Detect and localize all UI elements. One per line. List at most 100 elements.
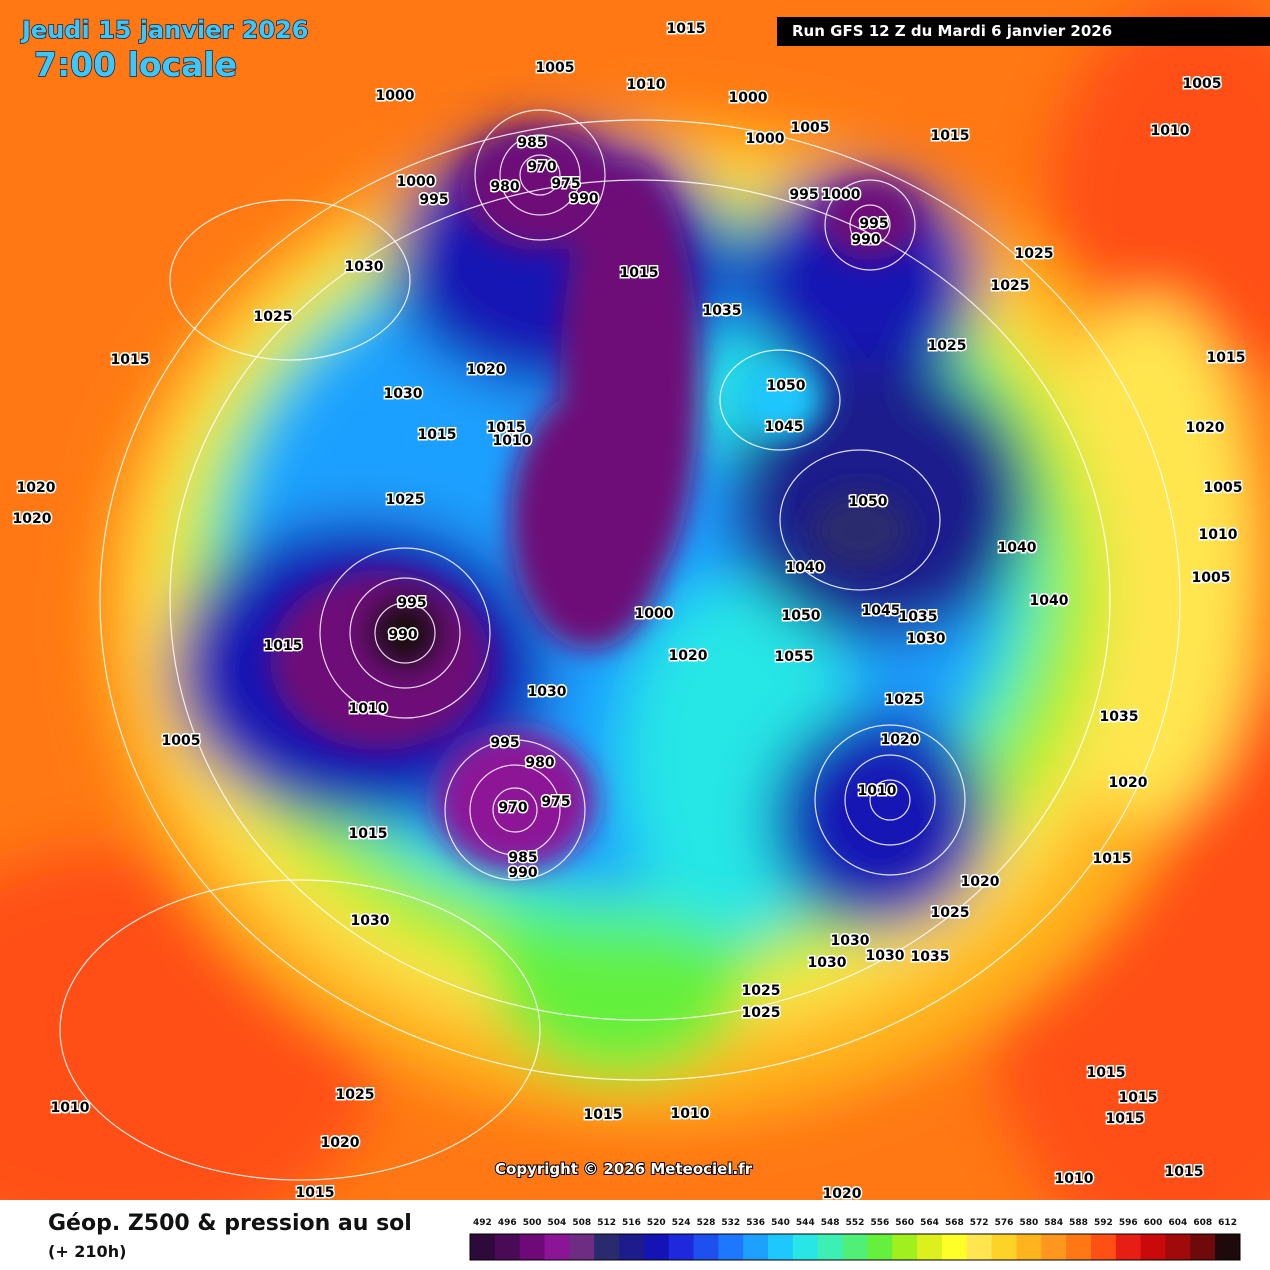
pressure-label: 1005 <box>791 120 830 136</box>
color-swatch <box>892 1234 918 1260</box>
pressure-label: 1025 <box>386 492 425 508</box>
pressure-label: 1010 <box>1151 123 1190 139</box>
copyright: Copyright © 2026 Meteociel.fr <box>495 1160 753 1178</box>
colorbar-frame <box>469 1233 1241 1261</box>
color-swatch <box>1016 1234 1042 1260</box>
color-swatch <box>668 1234 695 1260</box>
pressure-label: 1010 <box>627 77 666 93</box>
pressure-label: 975 <box>541 794 570 810</box>
pressure-label: 1020 <box>467 362 506 378</box>
pressure-label: 1030 <box>345 259 384 275</box>
pressure-label: 1015 <box>1165 1164 1204 1180</box>
pressure-label: 1015 <box>1119 1090 1158 1106</box>
pressure-label: 1015 <box>1207 350 1246 366</box>
color-swatch <box>1140 1234 1166 1260</box>
pressure-label: 1045 <box>862 603 901 619</box>
pressure-label: 1050 <box>782 608 821 624</box>
pressure-label: 985 <box>508 850 537 866</box>
colorbar-tick-label: 520 <box>647 1218 666 1228</box>
pressure-label: 1030 <box>528 684 567 700</box>
pressure-label: 970 <box>498 800 527 816</box>
colorbar-tick-label: 496 <box>498 1218 517 1228</box>
pressure-label: 980 <box>490 179 519 195</box>
pressure-label: 1020 <box>13 511 52 527</box>
colorbar-tick-label: 536 <box>746 1218 765 1228</box>
color-swatch <box>544 1234 570 1260</box>
colorbar-tick-label: 552 <box>846 1218 865 1228</box>
pressure-label: 1015 <box>296 1185 335 1201</box>
pressure-label: 1040 <box>1030 593 1069 609</box>
pressure-label: 1025 <box>928 338 967 354</box>
colorbar-tick-label: 512 <box>597 1218 616 1228</box>
color-swatch <box>643 1234 670 1260</box>
pressure-label: 1015 <box>349 826 388 842</box>
pressure-label: 995 <box>490 735 519 751</box>
color-swatch <box>867 1234 893 1260</box>
pressure-label: 1040 <box>786 560 825 576</box>
color-swatch <box>842 1234 868 1260</box>
color-swatch <box>941 1234 968 1260</box>
color-swatch <box>1215 1234 1241 1260</box>
pressure-label: 1015 <box>264 638 303 654</box>
color-swatch <box>817 1234 844 1260</box>
pressure-label: 1020 <box>961 874 1000 890</box>
color-swatch <box>743 1234 769 1260</box>
pressure-label: 995 <box>859 216 888 232</box>
pressure-label: 1025 <box>885 692 924 708</box>
color-swatch <box>693 1234 719 1260</box>
colorbar-tick-label: 564 <box>920 1218 939 1228</box>
legend-title: Géop. Z500 & pression au sol <box>48 1211 412 1236</box>
pressure-label: 1030 <box>831 933 870 949</box>
pressure-label: 1020 <box>17 480 56 496</box>
pressure-label: 1035 <box>899 609 938 625</box>
colorbar-tick-label: 492 <box>473 1218 492 1228</box>
pressure-label: 1005 <box>1183 76 1222 92</box>
pressure-label: 1025 <box>742 1005 781 1021</box>
pressure-label: 1005 <box>1204 480 1243 496</box>
colorbar-tick-label: 556 <box>870 1218 889 1228</box>
colorbar-tick-label: 532 <box>721 1218 740 1228</box>
color-swatch <box>768 1234 794 1260</box>
pressure-label: 1015 <box>1106 1111 1145 1127</box>
pressure-label: 1005 <box>1192 570 1231 586</box>
pressure-label: 990 <box>851 232 880 248</box>
color-swatch <box>917 1234 943 1260</box>
colorbar-tick-label: 572 <box>970 1218 989 1228</box>
isobars <box>59 109 1181 1181</box>
colorbar-tick-label: 596 <box>1119 1218 1138 1228</box>
pressure-label: 1035 <box>703 303 742 319</box>
pressure-label: 1030 <box>866 948 905 964</box>
color-swatch <box>1165 1234 1191 1260</box>
pressure-label: 1050 <box>849 494 888 510</box>
colorbar-tick-label: 500 <box>523 1218 542 1228</box>
pressure-label: 1030 <box>351 913 390 929</box>
color-swatch <box>519 1234 546 1260</box>
pressure-label: 1015 <box>418 427 457 443</box>
colorbar-tick-label: 580 <box>1019 1218 1038 1228</box>
pressure-label: 1025 <box>336 1087 375 1103</box>
legend-lead: (+ 210h) <box>48 1242 126 1261</box>
pressure-label: 990 <box>569 191 598 207</box>
color-swatch <box>619 1234 645 1260</box>
pressure-label: 1015 <box>584 1107 623 1123</box>
colorbar-tick-label: 612 <box>1218 1218 1237 1228</box>
pressure-label: 985 <box>517 135 546 151</box>
pressure-label: 1010 <box>1199 527 1238 543</box>
colorbar-tick-label: 604 <box>1169 1218 1188 1228</box>
colorbar: 492 496 500 504 508 512 516 520 524 528 532 536 540 5… <box>469 1218 1241 1261</box>
colorbar-tick-label: 540 <box>771 1218 790 1228</box>
pressure-label: 1050 <box>767 378 806 394</box>
colorbar-tick-label: 600 <box>1144 1218 1163 1228</box>
pressure-labels: 1015 1005 1010 1000 1000 1005 1000 1015 1005 1010… <box>11 20 1247 1204</box>
colorbar-tick-label: 568 <box>945 1218 964 1228</box>
pressure-label: 1025 <box>931 905 970 921</box>
pressure-label: 1035 <box>911 949 950 965</box>
forecast-date: Jeudi 15 janvier 2026 <box>20 16 308 44</box>
pressure-label: 1015 <box>1093 851 1132 867</box>
pressure-label: 1055 <box>775 649 814 665</box>
color-swatch <box>991 1234 1017 1260</box>
colorbar-tick-label: 560 <box>895 1218 914 1228</box>
pressure-label: 1005 <box>536 60 575 76</box>
pressure-label: 1030 <box>808 955 847 971</box>
pressure-label: 1000 <box>376 88 415 104</box>
